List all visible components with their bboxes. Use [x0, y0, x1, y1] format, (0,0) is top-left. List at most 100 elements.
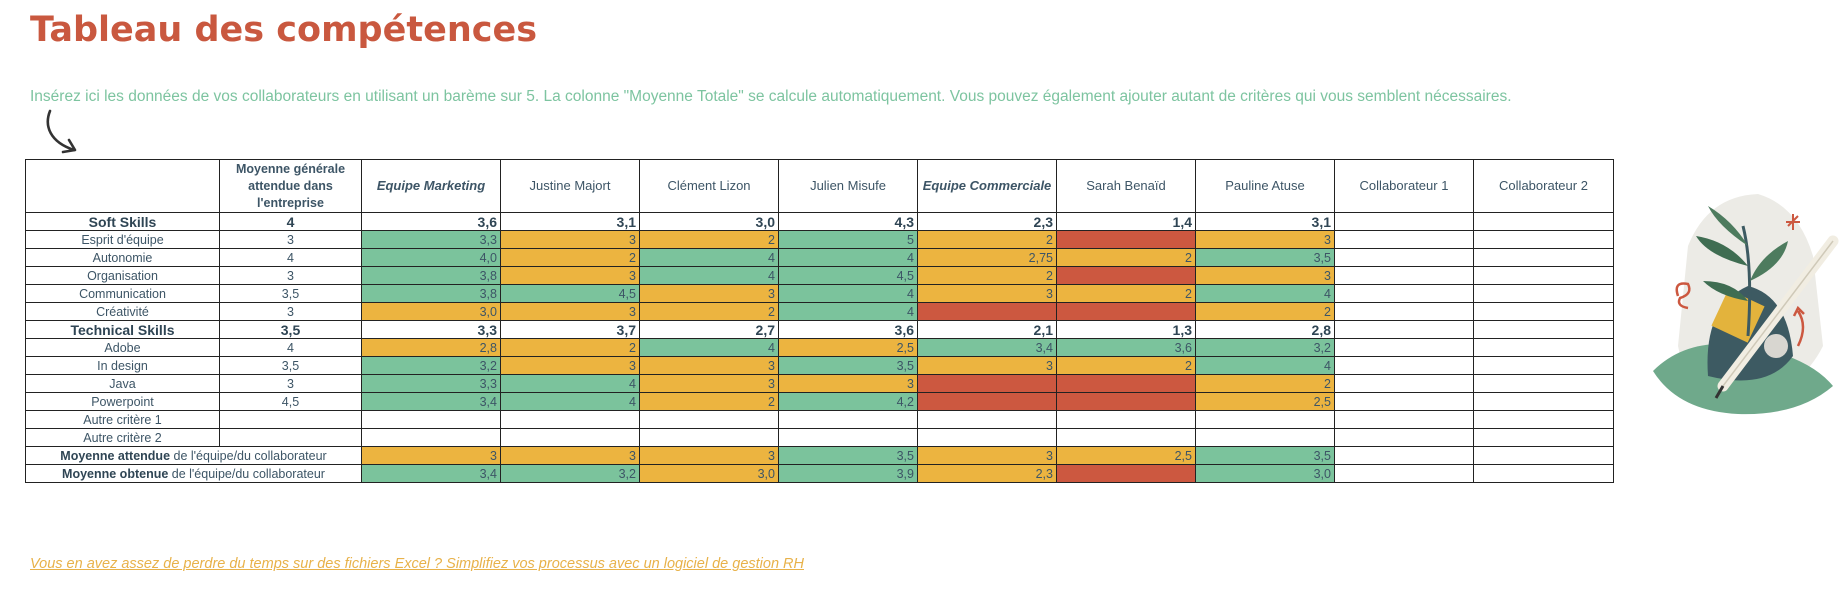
score-cell[interactable]: [1473, 392, 1614, 411]
score-cell[interactable]: 4,2: [778, 392, 918, 411]
score-cell[interactable]: [1195, 410, 1335, 429]
score-cell[interactable]: 3,2: [361, 356, 501, 375]
score-cell[interactable]: 4: [1195, 356, 1335, 375]
score-cell[interactable]: 2,7: [639, 320, 779, 339]
score-cell[interactable]: 3,6: [778, 320, 918, 339]
score-cell[interactable]: [1473, 266, 1614, 285]
score-cell[interactable]: 3,5: [778, 446, 918, 465]
score-cell[interactable]: [1334, 284, 1474, 303]
score-cell[interactable]: 3,0: [639, 212, 779, 231]
score-cell[interactable]: [500, 428, 640, 447]
score-cell[interactable]: 3: [917, 446, 1057, 465]
score-cell[interactable]: [1473, 446, 1614, 465]
score-cell[interactable]: [1473, 230, 1614, 249]
hr-software-link[interactable]: Vous en avez assez de perdre du temps su…: [30, 556, 804, 572]
score-cell[interactable]: [1334, 248, 1474, 267]
score-cell[interactable]: 2: [1056, 248, 1196, 267]
score-cell[interactable]: 2,8: [1195, 320, 1335, 339]
score-cell[interactable]: 4,0: [361, 248, 501, 267]
score-cell[interactable]: 3: [500, 230, 640, 249]
expected-value-cell[interactable]: 3: [219, 374, 362, 393]
score-cell[interactable]: [1473, 356, 1614, 375]
expected-value-cell[interactable]: 3: [219, 302, 362, 321]
score-cell[interactable]: 3,9: [778, 464, 918, 483]
score-cell[interactable]: 3,3: [361, 230, 501, 249]
score-cell[interactable]: 4: [639, 248, 779, 267]
score-cell[interactable]: 3,1: [500, 212, 640, 231]
score-cell[interactable]: 2: [639, 230, 779, 249]
score-cell[interactable]: [1334, 302, 1474, 321]
score-cell[interactable]: 2: [1195, 302, 1335, 321]
score-cell[interactable]: [361, 410, 501, 429]
expected-value-cell[interactable]: 3,5: [219, 320, 362, 339]
score-cell[interactable]: [1473, 464, 1614, 483]
score-cell[interactable]: [1334, 392, 1474, 411]
score-cell[interactable]: 3: [500, 446, 640, 465]
score-cell[interactable]: 3,6: [1056, 338, 1196, 357]
expected-value-cell[interactable]: 4: [219, 248, 362, 267]
score-cell[interactable]: [1334, 266, 1474, 285]
score-cell[interactable]: [1334, 374, 1474, 393]
score-cell[interactable]: 3,1: [1195, 212, 1335, 231]
expected-value-cell[interactable]: 3: [219, 266, 362, 285]
score-cell[interactable]: 1: [1056, 392, 1196, 411]
score-cell[interactable]: 2: [1056, 284, 1196, 303]
score-cell[interactable]: [1473, 320, 1614, 339]
score-cell[interactable]: 2: [500, 338, 640, 357]
score-cell[interactable]: 3: [917, 356, 1057, 375]
score-cell[interactable]: 4,3: [778, 212, 918, 231]
score-cell[interactable]: 3: [1195, 266, 1335, 285]
score-cell[interactable]: [1195, 428, 1335, 447]
score-cell[interactable]: [917, 428, 1057, 447]
score-cell[interactable]: [1473, 428, 1614, 447]
score-cell[interactable]: [1334, 212, 1474, 231]
score-cell[interactable]: 3,8: [361, 284, 501, 303]
score-cell[interactable]: [1473, 410, 1614, 429]
score-cell[interactable]: 3,6: [361, 212, 501, 231]
score-cell[interactable]: 4: [500, 374, 640, 393]
expected-value-cell[interactable]: 3,5: [219, 356, 362, 375]
score-cell[interactable]: 2: [639, 392, 779, 411]
score-cell[interactable]: 1: [1056, 230, 1196, 249]
score-cell[interactable]: 4,5: [778, 266, 918, 285]
score-cell[interactable]: 1,6: [1056, 464, 1196, 483]
score-cell[interactable]: 3,5: [1195, 446, 1335, 465]
score-cell[interactable]: [1473, 374, 1614, 393]
score-cell[interactable]: [1056, 410, 1196, 429]
score-cell[interactable]: 3: [778, 374, 918, 393]
score-cell[interactable]: [1473, 248, 1614, 267]
score-cell[interactable]: 1: [1056, 302, 1196, 321]
score-cell[interactable]: 4: [500, 392, 640, 411]
score-cell[interactable]: 2,8: [361, 338, 501, 357]
score-cell[interactable]: [639, 410, 779, 429]
score-cell[interactable]: 1,4: [1056, 212, 1196, 231]
score-cell[interactable]: [778, 428, 918, 447]
score-cell[interactable]: 2,3: [917, 212, 1057, 231]
score-cell[interactable]: 3: [361, 446, 501, 465]
expected-value-cell[interactable]: 4: [219, 338, 362, 357]
score-cell[interactable]: [1473, 338, 1614, 357]
score-cell[interactable]: 3: [639, 446, 779, 465]
score-cell[interactable]: 2,3: [917, 464, 1057, 483]
expected-value-cell[interactable]: [219, 410, 362, 429]
score-cell[interactable]: 2: [500, 248, 640, 267]
score-cell[interactable]: 2: [1056, 356, 1196, 375]
score-cell[interactable]: [1056, 428, 1196, 447]
score-cell[interactable]: 5: [778, 230, 918, 249]
score-cell[interactable]: 2,5: [778, 338, 918, 357]
expected-value-cell[interactable]: 4,5: [219, 392, 362, 411]
expected-value-cell[interactable]: [219, 428, 362, 447]
score-cell[interactable]: 1,75: [917, 392, 1057, 411]
score-cell[interactable]: 2,1: [917, 320, 1057, 339]
score-cell[interactable]: [1334, 320, 1474, 339]
score-cell[interactable]: 4,5: [500, 284, 640, 303]
score-cell[interactable]: 3,8: [361, 266, 501, 285]
score-cell[interactable]: 1,3: [1056, 320, 1196, 339]
score-cell[interactable]: 3,4: [361, 392, 501, 411]
expected-value-cell[interactable]: 3: [219, 230, 362, 249]
score-cell[interactable]: 3: [917, 284, 1057, 303]
score-cell[interactable]: [1334, 410, 1474, 429]
score-cell[interactable]: 2: [1195, 374, 1335, 393]
score-cell[interactable]: [500, 410, 640, 429]
score-cell[interactable]: 3: [639, 284, 779, 303]
